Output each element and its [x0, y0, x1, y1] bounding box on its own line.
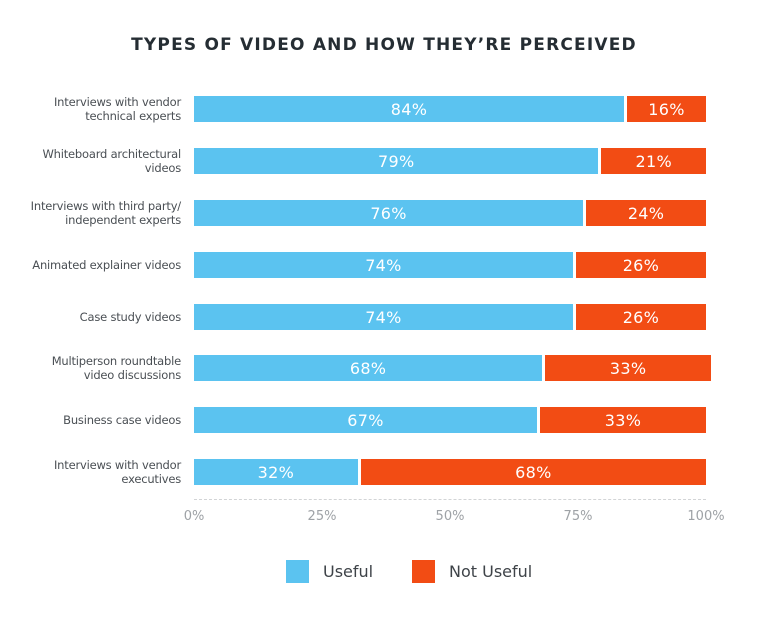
category-label: Interviews with vendor technical experts — [53, 95, 181, 123]
bar-row: Business case videos 67% 33% — [0, 407, 768, 433]
bar-row: Interviews with vendor executives 32% 68% — [0, 458, 768, 486]
x-tick-label: 75% — [563, 509, 593, 524]
bar-not-useful: 26% — [575, 304, 706, 330]
bar-not-useful: 33% — [540, 407, 706, 433]
bar-not-useful: 26% — [575, 252, 706, 278]
category-label: Multiperson roundtable video discussions — [51, 354, 182, 382]
legend-item-not-useful: Not Useful — [412, 559, 532, 583]
legend-item-useful: Useful — [286, 559, 373, 583]
bar-useful: 84% — [194, 96, 625, 122]
category-label: Animated explainer videos — [32, 258, 181, 272]
useful-swatch-icon — [286, 559, 309, 583]
bar-row: Case study videos 74% 26% — [0, 304, 768, 330]
bar-row: Animated explainer videos 74% 26% — [0, 252, 768, 278]
category-label: Whiteboard architectural videos — [42, 147, 181, 175]
x-tick-label: 0% — [183, 509, 205, 524]
bar-not-useful: 33% — [545, 355, 712, 381]
not-useful-swatch-icon — [412, 559, 435, 583]
category-label: Interviews with third party/ independent… — [30, 199, 182, 227]
bar-useful: 79% — [194, 148, 599, 174]
bar-useful: 32% — [194, 459, 358, 485]
bar-useful: 74% — [194, 252, 573, 278]
x-tick-label: 25% — [307, 509, 337, 524]
category-label: Case study videos — [79, 310, 182, 324]
chart-title: TYPES OF VIDEO AND HOW THEY’RE PERCEIVED — [131, 35, 637, 55]
category-label: Business case videos — [63, 413, 181, 427]
x-tick-label: 100% — [687, 509, 725, 524]
bar-row: Interviews with third party/ independent… — [0, 199, 768, 227]
bar-not-useful: 68% — [360, 459, 706, 485]
bar-useful: 67% — [194, 407, 538, 433]
x-axis-line — [194, 499, 706, 500]
legend-label-useful: Useful — [323, 561, 374, 581]
bar-not-useful: 16% — [627, 96, 706, 122]
bar-not-useful: 21% — [601, 148, 706, 174]
bar-row: Multiperson roundtable video discussions… — [0, 354, 768, 382]
x-tick-label: 50% — [435, 509, 465, 524]
bar-not-useful: 24% — [586, 200, 706, 226]
bar-useful: 74% — [194, 304, 573, 330]
bar-useful: 68% — [194, 355, 543, 381]
category-label: Interviews with vendor executives — [53, 458, 181, 486]
bar-row: Whiteboard architectural videos 79% 21% — [0, 147, 768, 175]
legend-label-not-useful: Not Useful — [449, 561, 533, 581]
bar-row: Interviews with vendor technical experts… — [0, 95, 768, 123]
bar-useful: 76% — [194, 200, 584, 226]
